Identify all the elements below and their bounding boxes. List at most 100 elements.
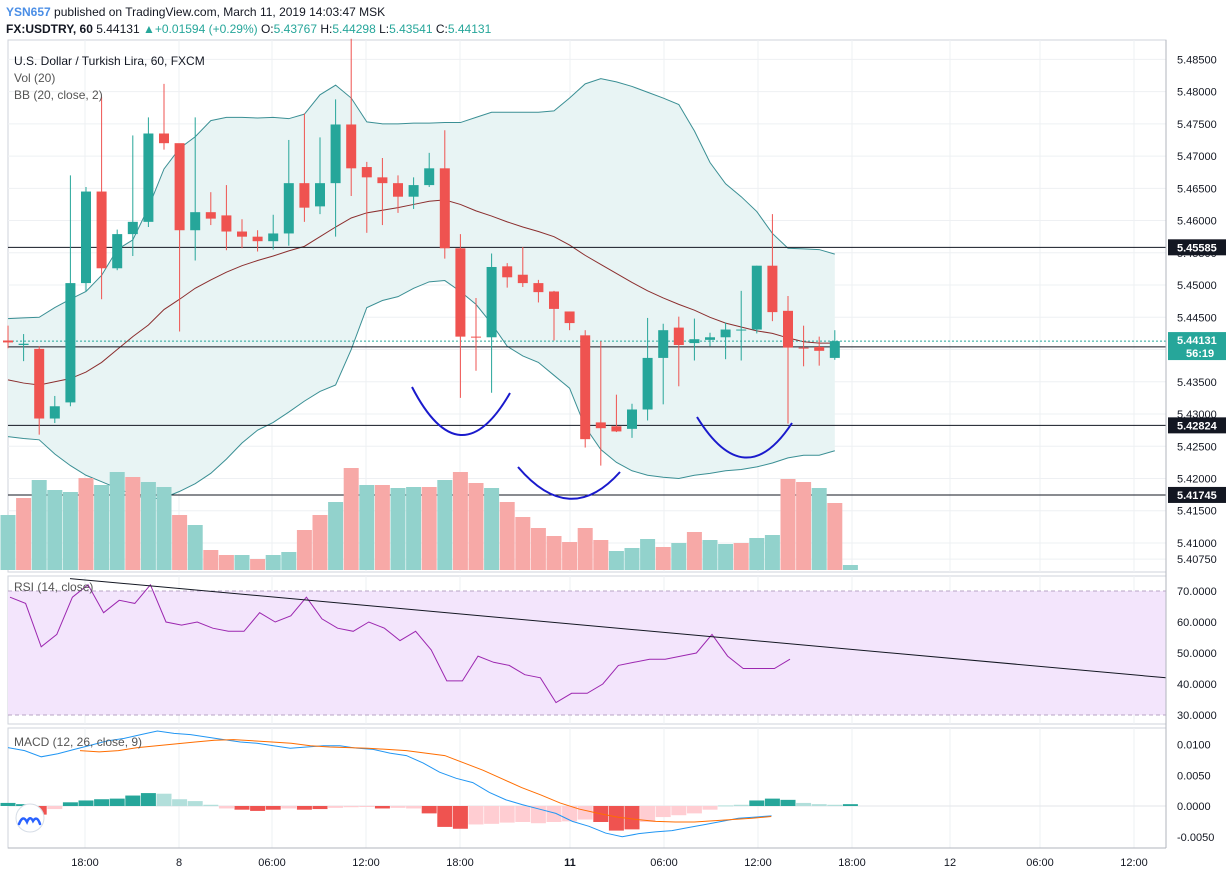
macd-histogram-bar bbox=[312, 806, 328, 810]
candle-body bbox=[34, 348, 45, 419]
candle-body bbox=[658, 330, 669, 358]
macd-tick-label: 0.0050 bbox=[1177, 770, 1211, 782]
candle-body bbox=[502, 266, 513, 278]
volume-bar bbox=[359, 485, 375, 570]
volume-bar bbox=[78, 478, 94, 570]
signal-line bbox=[79, 739, 772, 823]
volume-bar bbox=[780, 479, 796, 570]
macd-histogram-bar bbox=[733, 804, 749, 806]
volume-bar bbox=[686, 532, 702, 570]
macd-histogram-bar bbox=[484, 806, 500, 824]
pattern-arc bbox=[696, 416, 793, 459]
bb-legend: BB (20, close, 2) bbox=[14, 88, 103, 102]
candle-body bbox=[283, 183, 294, 234]
macd-histogram-bar bbox=[343, 806, 359, 808]
candle-body bbox=[346, 124, 357, 169]
macd-histogram-bar bbox=[125, 795, 141, 806]
volume-bar bbox=[437, 480, 453, 570]
candle-body bbox=[720, 329, 731, 338]
price-tick-label: 5.41500 bbox=[1177, 506, 1217, 518]
volume-bar bbox=[562, 542, 578, 570]
volume-bar bbox=[187, 525, 203, 570]
volume-bar bbox=[343, 468, 359, 570]
volume-bar bbox=[764, 535, 780, 570]
symbol-label: FX:USDTRY, 60 bbox=[6, 22, 93, 36]
volume-bar bbox=[234, 555, 250, 570]
volume-bar bbox=[109, 472, 125, 570]
volume-bar bbox=[421, 487, 437, 570]
price-axis bbox=[1166, 40, 1232, 880]
candle-body bbox=[455, 248, 466, 337]
ohlc-line: FX:USDTRY, 60 5.44131 ▲+0.01594 (+0.29%)… bbox=[6, 22, 491, 36]
macd-histogram-bar bbox=[296, 806, 312, 810]
macd-histogram-bar bbox=[109, 798, 125, 806]
price-tick-label: 5.45000 bbox=[1177, 280, 1217, 292]
volume-bar bbox=[156, 487, 172, 570]
volume-bar bbox=[655, 547, 671, 570]
pane-legends: U.S. Dollar / Turkish Lira, 60, FXCM Vol… bbox=[14, 54, 205, 749]
volume-bar bbox=[172, 515, 188, 570]
candle-body bbox=[315, 183, 325, 207]
volume-bar bbox=[265, 555, 281, 570]
macd-histogram-bar bbox=[218, 806, 234, 809]
macd-histogram-bar bbox=[842, 804, 858, 806]
rsi-tick-label: 60.0000 bbox=[1177, 617, 1217, 629]
macd-histogram-bar bbox=[62, 802, 78, 806]
price-tick-label: 5.47000 bbox=[1177, 151, 1217, 163]
candle-body bbox=[408, 185, 419, 197]
rsi-band bbox=[8, 591, 1166, 715]
macd-histogram-bar bbox=[655, 806, 671, 818]
current-price-label: 5.44131 bbox=[1177, 335, 1217, 347]
macd-histogram-bar bbox=[452, 806, 468, 829]
volume-bar bbox=[624, 548, 640, 570]
price-tick-label: 5.46000 bbox=[1177, 216, 1217, 228]
price-change: +0.01594 (+0.29%) bbox=[154, 22, 258, 36]
macd-line bbox=[7, 730, 772, 838]
volume-bar bbox=[47, 490, 63, 570]
tradingview-logo-icon[interactable] bbox=[15, 803, 45, 833]
volume-bar bbox=[718, 544, 734, 570]
level-label-bg bbox=[1168, 486, 1226, 503]
candle-body bbox=[268, 233, 279, 242]
rsi-pane[interactable] bbox=[8, 578, 1167, 716]
candle-body bbox=[159, 133, 169, 144]
candle-body bbox=[330, 124, 341, 184]
candle-body bbox=[424, 168, 435, 186]
level-label-bg bbox=[1168, 239, 1226, 256]
rsi-trendline bbox=[69, 578, 1167, 679]
rsi-tick-label: 70.0000 bbox=[1177, 586, 1217, 598]
macd-histogram-bar bbox=[702, 806, 718, 810]
time-tick-label: 8 bbox=[176, 857, 182, 869]
candle-body bbox=[143, 133, 154, 222]
time-tick-label: 18:00 bbox=[446, 857, 474, 869]
macd-histogram-bar bbox=[421, 806, 437, 814]
volume-bar bbox=[499, 502, 515, 570]
change-up-icon: ▲ bbox=[142, 22, 155, 36]
macd-histogram-bar bbox=[250, 806, 266, 811]
price-pane[interactable] bbox=[3, 38, 1166, 500]
candle-body bbox=[689, 339, 700, 344]
chart-header: YSN657 published on TradingView.com, Mar… bbox=[0, 0, 1232, 40]
candle-body bbox=[486, 266, 497, 338]
volume-bar bbox=[328, 502, 344, 570]
vol-legend: Vol (20) bbox=[14, 71, 55, 85]
volume-bar bbox=[62, 492, 78, 570]
macd-histogram-bar bbox=[234, 806, 250, 810]
candle-body bbox=[127, 221, 138, 235]
candle-body bbox=[673, 327, 684, 346]
macd-pane-border bbox=[7, 727, 1167, 849]
pattern-arc bbox=[517, 466, 621, 500]
volume-bar bbox=[608, 551, 624, 570]
current-price-label-bg bbox=[1168, 332, 1226, 361]
macd-histogram-bar bbox=[468, 806, 484, 825]
candle-body bbox=[377, 177, 388, 184]
candle-body bbox=[190, 212, 201, 231]
candle-body bbox=[627, 409, 637, 429]
volume-bar bbox=[468, 483, 484, 570]
macd-histogram-bar bbox=[624, 806, 640, 830]
volume-bar bbox=[125, 477, 141, 570]
macd-pane[interactable] bbox=[0, 730, 1167, 838]
author-name[interactable]: YSN657 bbox=[6, 5, 51, 19]
volume-bar bbox=[250, 559, 266, 570]
